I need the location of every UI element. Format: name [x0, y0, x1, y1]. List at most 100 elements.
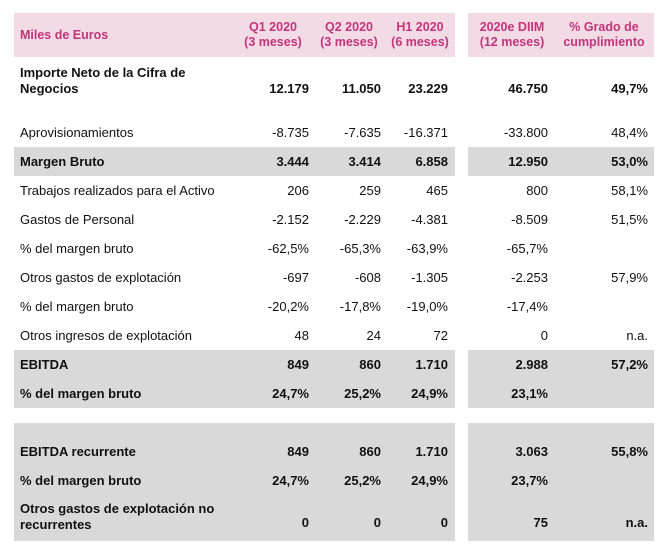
cell-grado: 58,1% [611, 182, 648, 198]
recurring-block [0, 423, 666, 541]
cell-2020e: 2.988 [515, 356, 548, 372]
cell-2020e: -17,4% [506, 298, 548, 314]
header-grado: % Grado de cumplimiento [563, 20, 645, 49]
row-label: Importe Neto de la Cifra de Negocios [20, 65, 186, 96]
table-row: Otros ingresos de explotación 48 24 72 0… [0, 321, 666, 350]
cell-2020e: 75 [533, 515, 548, 530]
table-row: Gastos de Personal -2.152 -2.229 -4.381 … [0, 205, 666, 234]
row-label: Otros gastos de explotación [20, 269, 182, 285]
table-row: % del margen bruto -20,2% -17,8% -19,0% … [0, 292, 666, 321]
cell-q1: 24,7% [272, 472, 309, 488]
cell-q2: -17,8% [339, 298, 381, 314]
cell-grado: 48,4% [611, 124, 648, 140]
cell-2020e: 3.063 [515, 443, 548, 459]
table-row: Trabajos realizados para el Activo 206 2… [0, 176, 666, 205]
cell-h1: -1.305 [411, 269, 448, 285]
cell-h1: -4.381 [411, 211, 448, 227]
cell-h1: -16.371 [403, 124, 448, 140]
table-row: % del margen bruto 24,7% 25,2% 24,9% 23,… [0, 379, 666, 408]
cell-grado: 55,8% [611, 443, 648, 459]
cell-grado: 57,2% [611, 356, 648, 372]
cell-q2: -7.635 [344, 124, 381, 140]
row-label: Margen Bruto [20, 153, 105, 169]
cell-h1: 24,9% [411, 472, 448, 488]
table-row: Otros gastos de explotación no recurrent… [0, 498, 666, 536]
cell-grado: 57,9% [611, 269, 648, 285]
cell-grado: 49,7% [611, 81, 648, 96]
header-q1: Q1 2020 (3 meses) [244, 20, 302, 49]
table-header: Miles de Euros Q1 2020 (3 meses) Q2 2020… [0, 13, 666, 57]
cell-q2: -608 [354, 269, 381, 285]
cell-h1: 6.858 [415, 153, 448, 169]
cell-grado: n.a. [625, 515, 648, 530]
cell-q2: 25,2% [344, 472, 381, 488]
row-label: Otros ingresos de explotación [20, 327, 192, 343]
cell-q2: 11.050 [341, 81, 381, 96]
cell-2020e: 23,1% [511, 385, 548, 401]
cell-q2: 860 [359, 443, 381, 459]
table-row: Margen Bruto 3.444 3.414 6.858 12.950 53… [0, 147, 666, 176]
cell-2020e: 23,7% [511, 472, 548, 488]
cell-h1: -63,9% [406, 240, 448, 256]
cell-2020e: 12.950 [508, 153, 548, 169]
cell-q1: -20,2% [267, 298, 309, 314]
row-label: Aprovisionamientos [20, 124, 134, 140]
row-label: % del margen bruto [20, 385, 142, 401]
cell-grado: 51,5% [611, 211, 648, 227]
cell-q1: 3.444 [276, 153, 309, 169]
row-label: % del margen bruto [20, 298, 134, 314]
table-row: % del margen bruto -62,5% -65,3% -63,9% … [0, 234, 666, 263]
header-q2: Q2 2020 (3 meses) [320, 20, 378, 49]
cell-2020e: 800 [526, 182, 548, 198]
cell-q1: 0 [301, 515, 309, 530]
cell-q1: 48 [294, 327, 309, 343]
cell-2020e: -65,7% [506, 240, 548, 256]
cell-q2: -65,3% [339, 240, 381, 256]
table-row: EBITDA recurrente 849 860 1.710 3.063 55… [0, 437, 666, 466]
cell-h1: 465 [426, 182, 448, 198]
cell-q1: 849 [287, 356, 309, 372]
header-2020e: 2020e DIIM (12 meses) [479, 20, 545, 49]
row-label: EBITDA [20, 356, 69, 372]
cell-q2: 860 [359, 356, 381, 372]
row-label: % del margen bruto [20, 472, 142, 488]
cell-q1: -2.152 [272, 211, 309, 227]
cell-h1: 72 [433, 327, 448, 343]
table-row: % del margen bruto 24,7% 25,2% 24,9% 23,… [0, 466, 666, 495]
cell-2020e: -2.253 [511, 269, 548, 285]
table-row: EBITDA 849 860 1.710 2.988 57,2% [0, 350, 666, 379]
cell-2020e: 46.750 [508, 81, 548, 96]
cell-q2: 3.414 [348, 153, 381, 169]
cell-h1: 0 [440, 515, 448, 530]
header-label: Miles de Euros [20, 27, 109, 42]
cell-q1: -697 [282, 269, 309, 285]
cell-q1: 206 [287, 182, 309, 198]
row-label: Otros gastos de explotación no recurrent… [20, 501, 215, 532]
cell-grado: n.a. [626, 327, 648, 343]
cell-q1: 849 [287, 443, 309, 459]
row-label: % del margen bruto [20, 240, 134, 256]
cell-q2: 259 [359, 182, 381, 198]
cell-q1: -62,5% [267, 240, 309, 256]
cell-2020e: 0 [540, 327, 548, 343]
cell-q1: 24,7% [272, 385, 309, 401]
cell-h1: 24,9% [411, 385, 448, 401]
cell-q1: -8.735 [272, 124, 309, 140]
row-label: EBITDA recurrente [20, 443, 136, 459]
cell-q2: 25,2% [344, 385, 381, 401]
cell-grado: 53,0% [611, 153, 648, 169]
table-row: Otros gastos de explotación -697 -608 -1… [0, 263, 666, 292]
cell-h1: 1.710 [415, 356, 448, 372]
header-h1: H1 2020 (6 meses) [391, 20, 449, 49]
cell-2020e: -8.509 [511, 211, 548, 227]
row-label: Gastos de Personal [20, 211, 135, 227]
cell-2020e: -33.800 [503, 124, 548, 140]
cell-h1: 23.229 [408, 81, 448, 96]
cell-h1: 1.710 [415, 443, 448, 459]
row-label: Trabajos realizados para el Activo [20, 182, 215, 198]
cell-q1: 12.179 [269, 81, 309, 96]
cell-q2: 24 [366, 327, 381, 343]
table-row: Importe Neto de la Cifra de Negocios 12.… [0, 60, 666, 118]
cell-q2: 0 [373, 515, 381, 530]
